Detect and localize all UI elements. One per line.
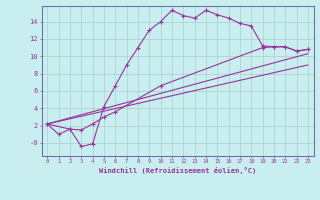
X-axis label: Windchill (Refroidissement éolien,°C): Windchill (Refroidissement éolien,°C)	[99, 167, 256, 174]
